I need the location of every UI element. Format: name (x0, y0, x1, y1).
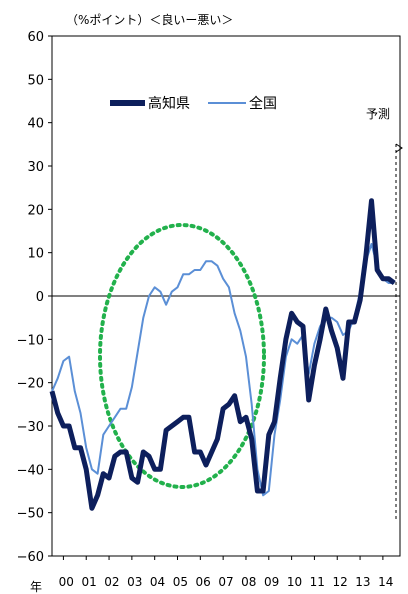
x-tick-label: 07 (218, 575, 233, 589)
y-tick-label: −20 (17, 377, 44, 392)
x-tick-label: 08 (241, 575, 256, 589)
x-tick-label: 11 (310, 575, 325, 589)
y-tick-label: 10 (27, 247, 44, 262)
y-tick-label: −40 (17, 463, 44, 478)
x-tick-label: 04 (150, 575, 165, 589)
x-tick-label: 05 (173, 575, 188, 589)
unit-label: （%ポイント）＜良いー悪い＞ (66, 12, 233, 27)
x-tick-label: 09 (264, 575, 279, 589)
legend-label-national: 全国 (249, 95, 277, 112)
y-tick-label: −60 (17, 550, 44, 565)
x-tick-label: 02 (104, 575, 119, 589)
legend-label-kochi: 高知県 (148, 95, 190, 112)
highlight-ellipse (98, 223, 266, 489)
y-tick-label: 20 (27, 203, 44, 218)
x-tick-label: 13 (355, 575, 370, 589)
forecast-label: 予測 (366, 107, 390, 121)
series-line-national (51, 243, 395, 497)
x-tick-label: 12 (332, 575, 347, 589)
y-tick-label: 60 (27, 30, 44, 45)
y-tick-label: −30 (17, 420, 44, 435)
forecast-arrow-icon (395, 143, 403, 153)
y-tick-label: −10 (17, 333, 44, 348)
legend: 高知県 全国 (110, 95, 277, 112)
x-tick-label: 10 (287, 575, 302, 589)
x-tick-label: 06 (196, 575, 211, 589)
y-tick-label: −50 (17, 507, 44, 522)
x-tick-label: 03 (127, 575, 142, 589)
y-tick-label: 0 (36, 290, 44, 305)
series-line-kochi (49, 198, 396, 511)
y-axis-ticks: 60 50 40 30 20 10 0 −10 −20 −30 −40 −50 −60 (17, 30, 52, 565)
x-axis-label: 年 (30, 580, 42, 594)
y-tick-label: 30 (27, 160, 44, 175)
x-axis-ticks: 00 01 02 03 04 05 06 07 08 09 10 11 12 13 14 (59, 556, 393, 589)
y-tick-label: 40 (27, 117, 44, 132)
y-tick-label: 50 (27, 73, 44, 88)
x-tick-label: 00 (59, 575, 74, 589)
series-group (49, 198, 396, 511)
x-tick-label: 01 (81, 575, 96, 589)
x-tick-label: 14 (378, 575, 393, 589)
